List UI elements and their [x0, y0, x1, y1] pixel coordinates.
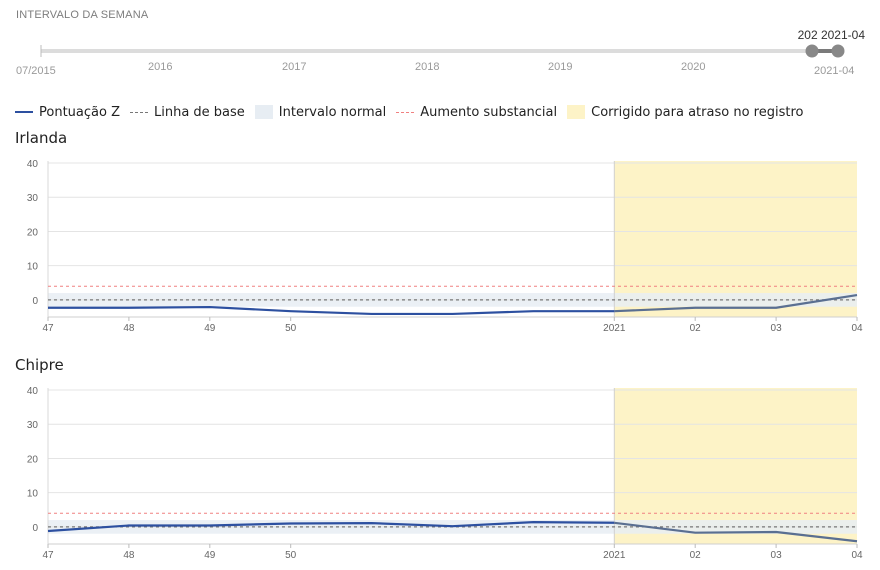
y-tick-label: 10: [27, 262, 39, 273]
selected-range-label: 202 2021-04: [798, 28, 866, 42]
y-tick-label: 30: [27, 420, 39, 431]
legend-item-normal-range: Intervalo normal: [254, 104, 387, 120]
x-tick-label: 2021: [603, 323, 626, 334]
legend-label: Linha de base: [153, 104, 245, 120]
corrected-region: [614, 388, 857, 544]
legend-label: Aumento substancial: [420, 104, 558, 120]
timeline-year-label: 2019: [548, 61, 572, 73]
range-end-handle[interactable]: [831, 44, 845, 58]
range-start-handle[interactable]: [805, 44, 819, 58]
corrected-region: [614, 161, 857, 317]
y-tick-label: 10: [27, 489, 39, 500]
x-tick-label: 48: [123, 323, 135, 334]
x-tick-label: 03: [771, 550, 783, 561]
legend: Pontuação Z Linha de base Intervalo norm…: [15, 103, 803, 121]
chart-title-cyprus: Chipre: [15, 356, 64, 374]
normal-range-swatch: [254, 105, 273, 119]
legend-label: Pontuação Z: [39, 104, 120, 120]
timeline-year-label: 2018: [415, 61, 439, 73]
zscore-chart-cyprus: 0 10 20 30 40 47 48 49 50 2021 02 03 04: [27, 386, 863, 561]
y-tick-label: 0: [32, 296, 38, 307]
zscore-swatch: [15, 111, 33, 113]
x-tick-label: 49: [204, 323, 216, 334]
substantial-swatch: [396, 111, 415, 113]
chart-title-ireland: Irlanda: [15, 129, 68, 147]
legend-item-corrected: Corrigido para atraso no registro: [567, 105, 803, 120]
x-tick-label: 02: [690, 550, 702, 561]
legend-item-zscore: Pontuação Z: [15, 105, 120, 120]
x-tick-label: 50: [285, 550, 297, 561]
legend-item-substantial: Aumento substancial: [396, 105, 557, 120]
zscore-chart-ireland: 0 10 20 30 40 47 48 49 50 2021 02 03 04: [27, 159, 863, 334]
legend-item-baseline: Linha de base: [129, 104, 245, 120]
timeline-year-label: 2017: [282, 61, 306, 73]
x-tick-label: 03: [771, 323, 783, 334]
x-tick-label: 47: [42, 323, 54, 334]
timeline-end-label: 2021-04: [814, 65, 854, 77]
zscore-line-corrected: [614, 521, 858, 543]
week-range-slider[interactable]: 07/2015 2016 2017 2018 2019 2020 2021-04…: [0, 24, 880, 80]
x-tick-label: 49: [204, 550, 216, 561]
x-tick-label: 04: [851, 323, 863, 334]
range-title: INTERVALO DA SEMANA: [16, 9, 149, 21]
timeline-start-label: 07/2015: [16, 65, 56, 77]
zscore-line-corrected: [614, 294, 858, 313]
x-tick-label: 04: [851, 550, 863, 561]
zscore-line: [48, 305, 615, 316]
y-tick-label: 0: [32, 523, 38, 534]
timeline-year-label: 2016: [148, 61, 172, 73]
x-tick-label: 47: [42, 550, 54, 561]
y-tick-label: 40: [27, 159, 39, 170]
y-tick-label: 20: [27, 227, 39, 238]
corrected-swatch: [567, 105, 586, 119]
y-tick-label: 20: [27, 454, 39, 465]
legend-label: Intervalo normal: [278, 104, 387, 120]
y-tick-label: 30: [27, 193, 39, 204]
x-tick-label: 2021: [603, 550, 626, 561]
x-tick-label: 02: [690, 323, 702, 334]
baseline-swatch: [129, 111, 148, 113]
y-tick-label: 40: [27, 386, 39, 397]
x-tick-label: 50: [285, 323, 297, 334]
zscore-line: [47, 520, 615, 533]
timeline-year-label: 2020: [681, 61, 705, 73]
x-tick-label: 48: [123, 550, 135, 561]
legend-label: Corrigido para atraso no registro: [591, 104, 804, 120]
